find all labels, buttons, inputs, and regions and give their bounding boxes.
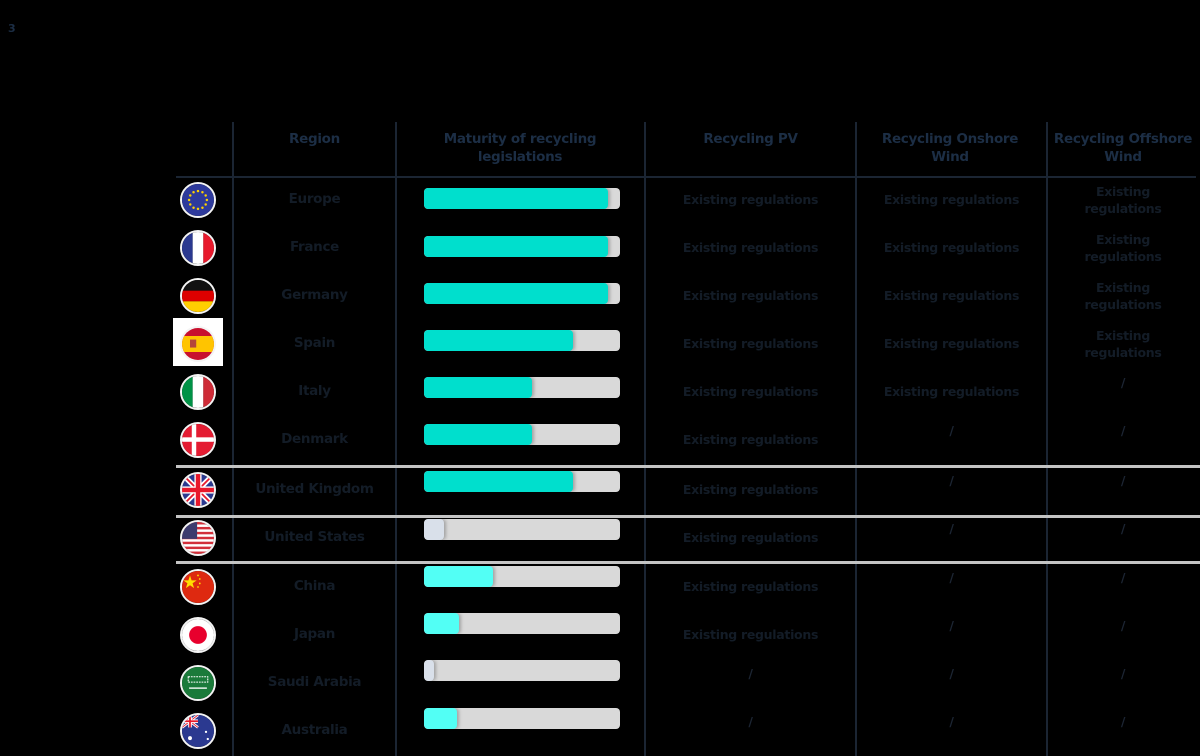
china-flag-icon [180, 569, 216, 605]
region-name: Japan [293, 626, 336, 642]
recycling-onshore-status: / [949, 666, 954, 681]
header-maturity: Maturity of recycling legislations [443, 131, 597, 165]
recycling-onshore-status: Existing regulations [883, 288, 1020, 303]
region-name: Spain [293, 335, 336, 351]
header-divider [176, 176, 1196, 178]
uk-flag-icon [180, 472, 216, 508]
maturity-bar-fill [424, 471, 573, 492]
recycling-pv-status: / [748, 666, 753, 681]
recycling-offshore-status: Existing regulations [1084, 280, 1162, 312]
maturity-bar-fill [424, 424, 532, 445]
maturity-bar [424, 283, 620, 304]
region-name: China [293, 578, 336, 594]
maturity-bar-fill [424, 377, 532, 398]
grid-line [1046, 122, 1048, 756]
recycling-offshore-status: / [1120, 423, 1126, 438]
recycling-onshore-status: Existing regulations [883, 384, 1020, 399]
recycling-pv-status: Existing regulations [682, 336, 819, 351]
recycling-offshore-status: / [1120, 714, 1126, 729]
maturity-bar [424, 471, 620, 492]
maturity-bar-fill [424, 613, 460, 634]
region-name: Europe [288, 191, 341, 207]
header-region: Region [289, 131, 340, 147]
maturity-bar-fill [424, 566, 493, 587]
maturity-bar-fill [424, 660, 434, 681]
maturity-bar [424, 613, 620, 634]
grid-line [232, 122, 234, 756]
recycling-offshore-status: / [1120, 666, 1126, 681]
recycling-offshore-status: Existing regulations [1084, 232, 1162, 264]
region-name: United States [264, 529, 365, 545]
maturity-bar [424, 660, 620, 681]
maturity-bar-fill [424, 330, 573, 351]
maturity-bar [424, 377, 620, 398]
maturity-bar-fill [424, 708, 458, 729]
italy-flag-icon [180, 374, 216, 410]
recycling-pv-status: Existing regulations [682, 530, 819, 545]
header-recycling-pv: Recycling PV [703, 131, 798, 147]
maturity-bar [424, 236, 620, 257]
group-separator [176, 465, 1200, 468]
maturity-bar-fill [424, 519, 444, 540]
germany-flag-icon [180, 278, 216, 314]
us-flag-icon [180, 520, 216, 556]
region-name: France [289, 239, 340, 255]
recycling-pv-status: Existing regulations [682, 192, 819, 207]
recycling-onshore-status: / [949, 423, 954, 438]
recycling-onshore-status: Existing regulations [883, 192, 1020, 207]
region-name: Denmark [281, 431, 348, 447]
recycling-onshore-status: / [949, 570, 954, 585]
recycling-offshore-status: / [1120, 618, 1126, 633]
recycling-onshore-status: / [949, 714, 954, 729]
maturity-bar [424, 424, 620, 445]
recycling-pv-status: Existing regulations [682, 627, 819, 642]
region-name: Italy [298, 383, 331, 399]
saudi-arabia-flag-icon [180, 665, 216, 701]
recycling-offshore-status: / [1120, 375, 1126, 390]
recycling-pv-status: Existing regulations [682, 384, 819, 399]
denmark-flag-icon [180, 422, 216, 458]
australia-flag-icon [180, 713, 216, 749]
header-recycling-offshore: Recycling Offshore Wind [1053, 131, 1193, 165]
page-number: 3 [8, 22, 16, 35]
japan-flag-icon [180, 617, 216, 653]
maturity-bar-fill [424, 283, 609, 304]
grid-line [395, 122, 397, 756]
recycling-onshore-status: / [949, 473, 954, 488]
recycling-onshore-status: Existing regulations [883, 336, 1020, 351]
recycling-pv-status: Existing regulations [682, 432, 819, 447]
maturity-bar-fill [424, 188, 609, 209]
group-separator [176, 515, 1200, 518]
recycling-pv-status: Existing regulations [682, 579, 819, 594]
recycling-offshore-status: Existing regulations [1084, 184, 1162, 216]
maturity-bar [424, 188, 620, 209]
region-name: Saudi Arabia [267, 674, 362, 690]
maturity-bar [424, 330, 620, 351]
recycling-onshore-status: / [949, 618, 954, 633]
maturity-bar [424, 708, 620, 729]
recycling-pv-status: Existing regulations [682, 240, 819, 255]
group-separator [176, 561, 1200, 564]
maturity-bar-fill [424, 236, 609, 257]
france-flag-icon [180, 230, 216, 266]
recycling-pv-status: / [748, 714, 753, 729]
recycling-offshore-status: / [1120, 570, 1126, 585]
recycling-pv-status: Existing regulations [682, 482, 819, 497]
grid-line [644, 122, 646, 756]
recycling-onshore-status: / [949, 521, 954, 536]
recycling-offshore-status: / [1120, 521, 1126, 536]
recycling-offshore-status: / [1120, 473, 1126, 488]
recycling-onshore-status: Existing regulations [883, 240, 1020, 255]
region-name: Germany [281, 287, 348, 303]
recycling-pv-status: Existing regulations [682, 288, 819, 303]
eu-flag-icon [180, 182, 216, 218]
header-recycling-onshore: Recycling Onshore Wind [881, 131, 1019, 165]
maturity-bar [424, 566, 620, 587]
recycling-offshore-status: Existing regulations [1084, 328, 1162, 360]
region-name: Australia [281, 722, 348, 738]
maturity-bar [424, 519, 620, 540]
region-name: United Kingdom [255, 481, 374, 497]
spain-flag-icon [180, 326, 216, 362]
grid-line [855, 122, 857, 756]
